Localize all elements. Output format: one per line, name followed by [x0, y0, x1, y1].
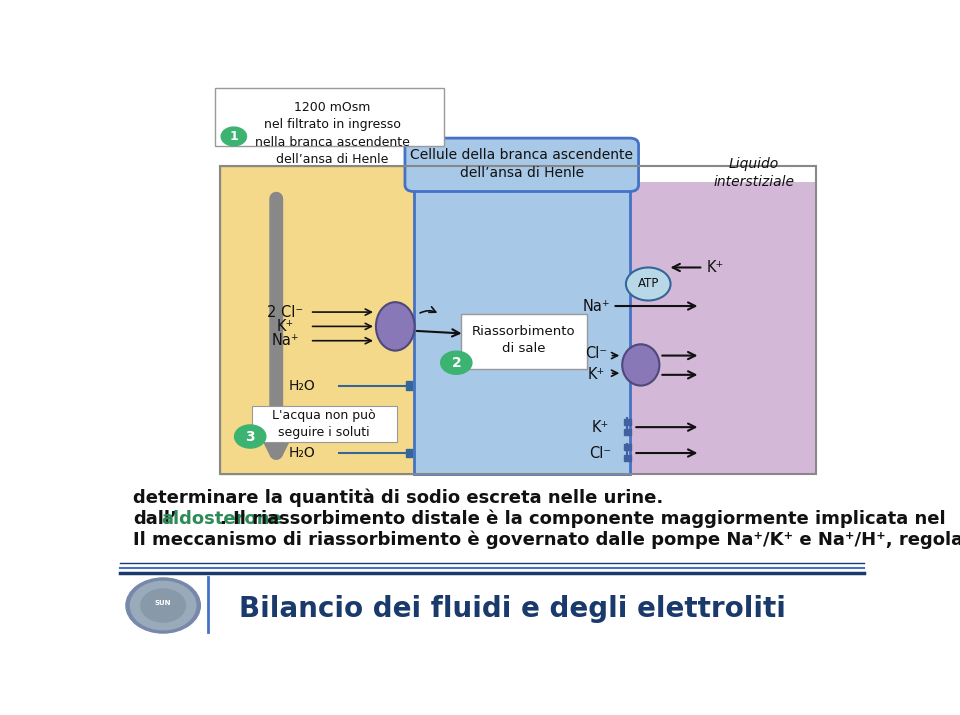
Circle shape [626, 267, 670, 300]
Text: aldosterone: aldosterone [161, 510, 281, 528]
Text: K⁺: K⁺ [276, 319, 294, 334]
Text: 1200 mOsm
nel filtrato in ingresso
nella branca ascendente
dell’ansa di Henle: 1200 mOsm nel filtrato in ingresso nella… [254, 101, 410, 167]
Bar [624, 443, 631, 450]
Text: 3: 3 [246, 430, 255, 443]
Text: 2: 2 [451, 356, 461, 370]
Bar [624, 455, 631, 461]
FancyBboxPatch shape [215, 88, 444, 147]
Text: Il meccanismo di riassorbimento è governato dalle pompe Na⁺/K⁺ e Na⁺/H⁺, regolat: Il meccanismo di riassorbimento è govern… [133, 531, 960, 549]
Text: dall’: dall’ [133, 510, 178, 528]
Text: K⁺: K⁺ [707, 260, 724, 275]
Circle shape [221, 127, 247, 146]
Text: . Il riassorbimento distale è la componente maggiormente implicata nel: . Il riassorbimento distale è la compone… [221, 510, 946, 528]
Text: Cl⁻: Cl⁻ [588, 445, 611, 460]
FancyBboxPatch shape [221, 166, 414, 474]
Text: Cl⁻: Cl⁻ [585, 347, 608, 361]
Text: H₂O: H₂O [289, 446, 316, 460]
Circle shape [234, 425, 266, 448]
Bar [406, 448, 412, 458]
Text: 1: 1 [229, 130, 238, 143]
Text: Riassorbimento
di sale: Riassorbimento di sale [472, 325, 576, 355]
Text: 2 Cl⁻: 2 Cl⁻ [267, 305, 303, 320]
Text: Cellule della branca ascendente
dell’ansa di Henle: Cellule della branca ascendente dell’ans… [410, 148, 634, 180]
Circle shape [126, 578, 201, 633]
Text: H₂O: H₂O [289, 379, 316, 393]
FancyBboxPatch shape [414, 182, 630, 474]
FancyBboxPatch shape [461, 315, 588, 370]
Ellipse shape [376, 302, 415, 350]
Text: Liquido
interstiziale: Liquido interstiziale [713, 157, 794, 189]
Bar [406, 381, 412, 390]
Text: Na⁺: Na⁺ [272, 333, 299, 348]
Bar [624, 419, 631, 425]
FancyBboxPatch shape [630, 182, 816, 474]
Circle shape [131, 581, 196, 630]
Text: ATP: ATP [637, 277, 659, 290]
Bar [624, 429, 631, 435]
Ellipse shape [622, 345, 660, 385]
Text: K⁺: K⁺ [591, 420, 609, 435]
FancyBboxPatch shape [405, 138, 638, 192]
Circle shape [441, 351, 472, 374]
Text: Na⁺: Na⁺ [583, 299, 610, 313]
Text: Bilancio dei fluidi e degli elettroliti: Bilancio dei fluidi e degli elettroliti [239, 595, 786, 623]
Text: K⁺: K⁺ [588, 368, 605, 383]
Text: L'acqua non può
seguire i soluti: L'acqua non può seguire i soluti [272, 409, 375, 439]
FancyBboxPatch shape [252, 406, 396, 442]
Circle shape [141, 589, 185, 622]
Text: determinare la quantità di sodio escreta nelle urine.: determinare la quantità di sodio escreta… [133, 489, 663, 508]
Text: SUN: SUN [155, 601, 172, 606]
